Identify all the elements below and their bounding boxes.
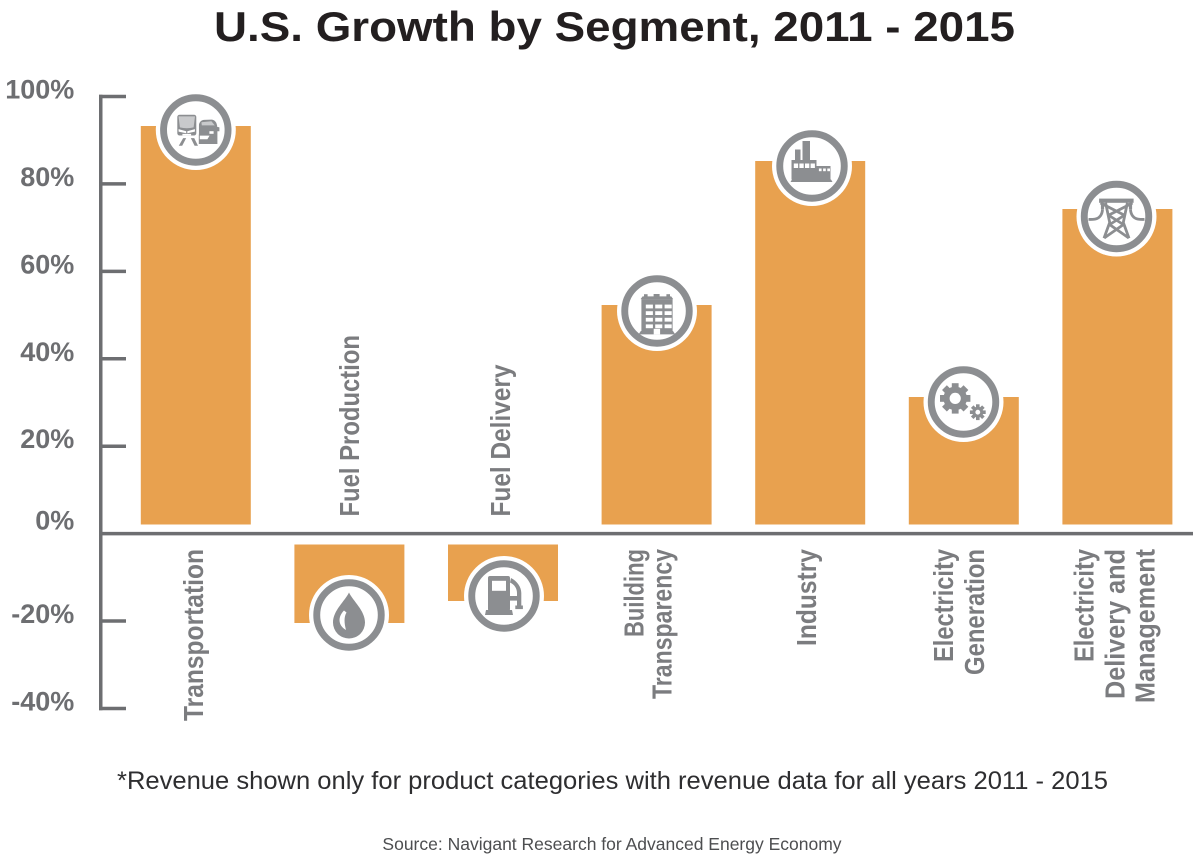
svg-text:Electricity: Electricity — [1068, 549, 1099, 662]
svg-text:Building: Building — [619, 549, 650, 637]
svg-text:60%: 60% — [20, 249, 74, 279]
svg-text:80%: 80% — [20, 162, 74, 192]
svg-text:100%: 100% — [5, 75, 74, 105]
svg-text:20%: 20% — [20, 424, 74, 454]
svg-text:Fuel Production: Fuel Production — [334, 335, 365, 517]
svg-text:Source: Navigant Research for: Source: Navigant Research for Advanced E… — [382, 834, 841, 854]
svg-text:Transportation: Transportation — [178, 549, 209, 721]
svg-text:Electricity: Electricity — [928, 549, 959, 662]
svg-text:Delivery and: Delivery and — [1099, 549, 1130, 699]
svg-text:-20%: -20% — [11, 599, 74, 629]
svg-text:40%: 40% — [20, 337, 74, 367]
svg-text:*Revenue shown only for produc: *Revenue shown only for product categori… — [117, 767, 1108, 795]
svg-text:0%: 0% — [35, 506, 74, 536]
svg-text:Transparency: Transparency — [647, 549, 678, 699]
svg-text:-40%: -40% — [11, 687, 74, 717]
svg-text:Industry: Industry — [791, 549, 822, 646]
svg-text:Generation: Generation — [959, 549, 990, 675]
svg-text:U.S. Growth by Segment, 2011 -: U.S. Growth by Segment, 2011 - 2015 — [214, 3, 1015, 50]
svg-text:Management: Management — [1129, 549, 1160, 703]
svg-text:Fuel Delivery: Fuel Delivery — [485, 364, 516, 516]
